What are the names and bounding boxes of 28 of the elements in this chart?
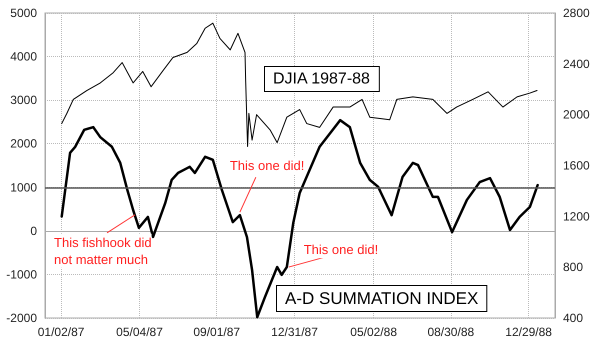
line-series bbox=[61, 22, 538, 147]
y2-tick-label: 400 bbox=[563, 311, 584, 325]
y2-tick-label: 800 bbox=[563, 260, 584, 274]
series-label: A-D SUMMATION INDEX bbox=[285, 289, 478, 308]
y2-tick-label: 2000 bbox=[563, 108, 590, 122]
y-tick-label: 4000 bbox=[10, 50, 38, 64]
x-tick-label: 12/29/88 bbox=[505, 325, 552, 339]
y2-tick-label: 1200 bbox=[563, 209, 590, 224]
series-label: DJIA 1987-88 bbox=[273, 70, 370, 88]
y-tick-label: 0 bbox=[30, 224, 38, 238]
annotation: This fishhook did not matter much bbox=[54, 234, 152, 267]
y2-tick-label: 2400 bbox=[563, 56, 590, 71]
y2-tick-label: 2800 bbox=[563, 6, 590, 20]
annotation: This one did! bbox=[230, 158, 304, 174]
y-tick-label: 1000 bbox=[10, 180, 38, 194]
x-tick-label: 01/02/87 bbox=[38, 325, 85, 339]
x-tick-label: 08/30/88 bbox=[427, 325, 474, 339]
y2-tick-label: 1600 bbox=[563, 158, 590, 172]
y-tick-label: -1000 bbox=[6, 267, 38, 282]
x-tick-label: 09/01/87 bbox=[193, 325, 240, 339]
x-tick-label: 05/04/87 bbox=[116, 325, 164, 339]
y-tick-label: 2000 bbox=[10, 136, 38, 151]
annotation: This one did! bbox=[304, 242, 378, 258]
y-tick-label: 3000 bbox=[10, 93, 38, 108]
x-tick-label: 05/02/88 bbox=[350, 325, 398, 339]
y-tick-label: 5000 bbox=[10, 6, 38, 20]
y-tick-label: -2000 bbox=[6, 311, 38, 325]
x-tick-label: 12/31/87 bbox=[271, 325, 318, 339]
